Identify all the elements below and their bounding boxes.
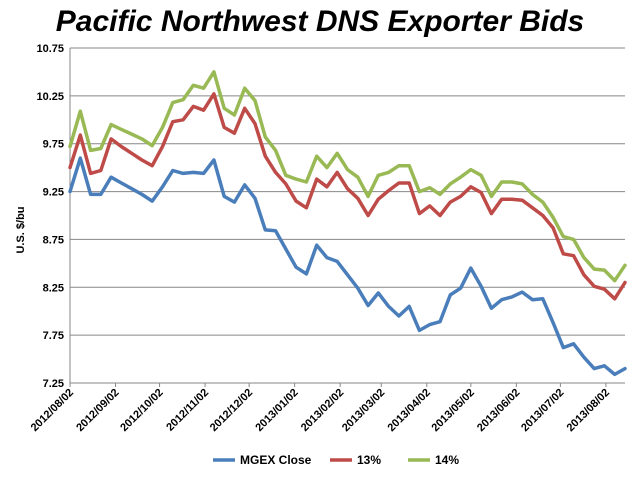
legend: MGEX Close 13% 14% <box>213 453 459 467</box>
x-tick-label: 2013/02/02 <box>299 387 346 434</box>
x-tick-label: 2013/03/02 <box>340 387 387 434</box>
x-tick-label: 2013/05/02 <box>430 387 477 434</box>
legend-label: 14% <box>435 453 459 467</box>
y-tick-label: 8.75 <box>43 234 64 246</box>
x-tick-label: 2013/06/02 <box>475 387 522 434</box>
x-tick-label: 2013/08/02 <box>565 387 612 434</box>
y-tick-label: 10.75 <box>36 43 64 55</box>
legend-label: 13% <box>357 453 381 467</box>
chart-title: Pacific Northwest DNS Exporter Bids <box>55 5 585 38</box>
x-tick-label: 2012/09/02 <box>74 387 121 434</box>
y-tick-labels: 7.25 7.75 8.25 8.75 9.25 9.75 10.25 10.75 <box>36 43 64 390</box>
x-tick-label: 2013/01/02 <box>253 387 300 434</box>
x-tick-labels: 2012/08/022012/09/022012/10/022012/11/02… <box>29 387 612 434</box>
y-tick-label: 9.75 <box>43 139 64 151</box>
x-tick-label: 2012/08/02 <box>29 387 76 434</box>
y-tick-label: 7.75 <box>43 330 64 342</box>
series-lines <box>68 70 627 377</box>
y-tick-label: 10.25 <box>36 91 64 103</box>
axes <box>69 48 625 387</box>
x-tick-label: 2012/12/02 <box>208 387 255 434</box>
series-line-14 <box>68 70 627 283</box>
x-tick-label: 2013/04/02 <box>385 387 432 434</box>
y-tick-label: 9.25 <box>43 187 64 199</box>
y-tick-label: 7.25 <box>43 378 64 390</box>
x-tick-label: 2013/07/02 <box>519 387 566 434</box>
x-tick-label: 2012/11/02 <box>164 387 211 434</box>
y-axis-title: U.S. $/bu <box>15 206 27 253</box>
series-line-13 <box>68 92 627 301</box>
legend-label: MGEX Close <box>240 453 312 467</box>
series-line-mgex-close <box>68 156 627 377</box>
x-tick-label: 2012/10/02 <box>118 387 165 434</box>
y-tick-label: 8.25 <box>43 282 64 294</box>
